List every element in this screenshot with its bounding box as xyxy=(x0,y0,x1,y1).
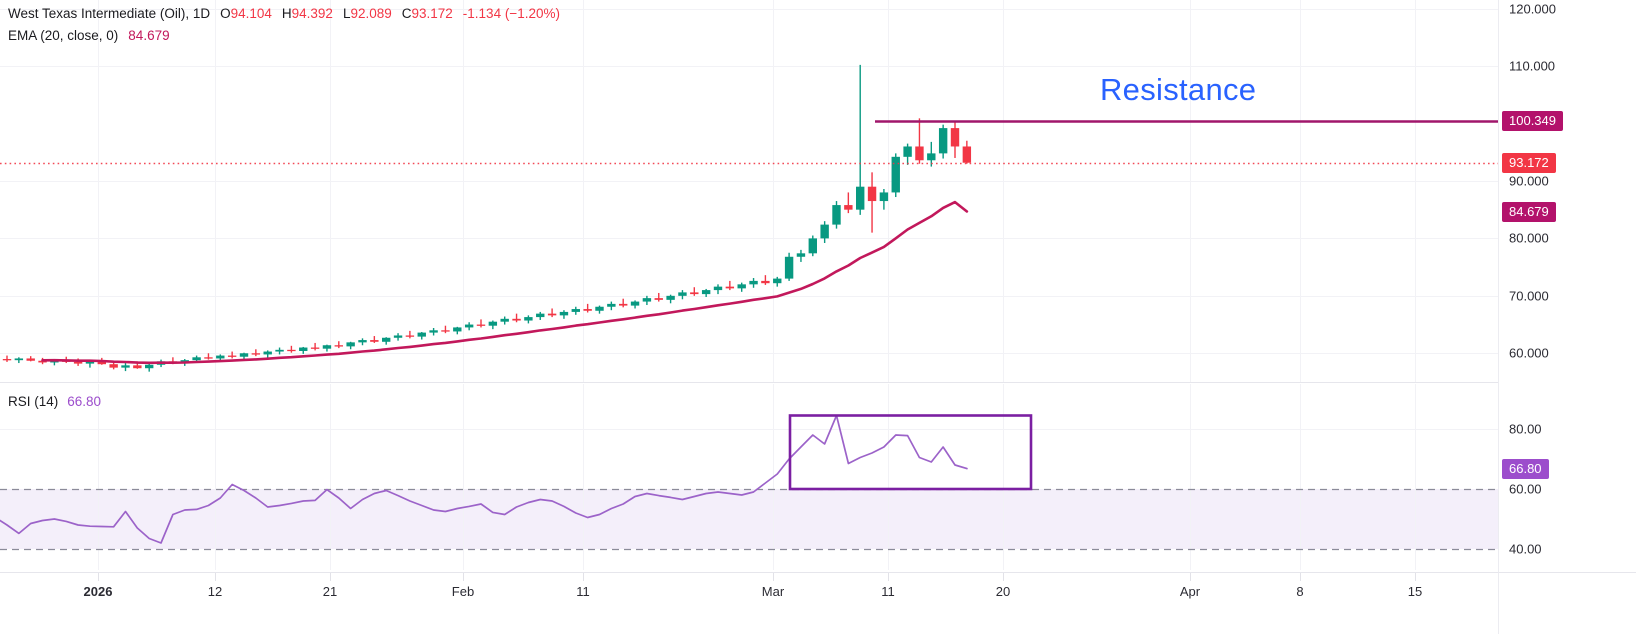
time-tick-label: 2026 xyxy=(83,584,113,599)
ema-value: 84.679 xyxy=(128,27,170,43)
time-tick-label: Apr xyxy=(1179,584,1201,599)
time-tick-label: Feb xyxy=(451,584,475,599)
rsi-legend[interactable]: RSI (14) 66.80 xyxy=(8,394,101,409)
rsi-value: 66.80 xyxy=(67,394,102,409)
ema-legend-row[interactable]: EMA (20, close, 0) 84.679 xyxy=(8,27,560,43)
time-tick-label: 21 xyxy=(322,584,338,599)
symbol-title: West Texas Intermediate (Oil), 1D xyxy=(8,6,211,21)
rsi-plot[interactable] xyxy=(0,384,1498,570)
time-tick xyxy=(215,573,216,581)
rsi-tick-label: 60.00 xyxy=(1509,481,1542,497)
ohlc-low: L92.089 xyxy=(342,6,392,21)
time-tick xyxy=(1300,573,1301,581)
time-tick-label: 11 xyxy=(881,584,895,599)
time-tick xyxy=(98,573,99,581)
time-tick-label: 20 xyxy=(995,584,1011,599)
rsi-chart-pane[interactable]: RSI (14) 66.80 xyxy=(0,384,1498,570)
ohlc-high: H94.392 xyxy=(281,6,333,21)
rsi-label: RSI (14) xyxy=(8,394,59,409)
price-tick-label: 80.000 xyxy=(1509,230,1549,246)
rsi-badge[interactable]: 66.80 xyxy=(1502,458,1549,479)
price-chart-pane[interactable]: West Texas Intermediate (Oil), 1D O94.104… xyxy=(0,0,1498,382)
rsi-tick-label: 40.00 xyxy=(1509,541,1542,557)
price-tick-label: 120.000 xyxy=(1509,1,1556,17)
time-tick xyxy=(773,573,774,581)
ohlc-close: C93.172 xyxy=(401,6,453,21)
symbol-legend-row[interactable]: West Texas Intermediate (Oil), 1D O94.104… xyxy=(8,7,560,21)
time-tick xyxy=(1415,573,1416,581)
price-tick-label: 110.000 xyxy=(1509,58,1556,74)
price-badge-price[interactable]: 93.172 xyxy=(1502,152,1556,173)
time-tick-label: 12 xyxy=(207,584,223,599)
price-tick-label: 70.000 xyxy=(1509,288,1549,304)
time-tick-label: 8 xyxy=(1296,584,1304,599)
rsi-tick-label: 80.00 xyxy=(1509,421,1542,437)
chart-legend: West Texas Intermediate (Oil), 1D O94.104… xyxy=(8,7,560,50)
price-badge-ema[interactable]: 84.679 xyxy=(1502,201,1556,222)
resistance-annotation-label[interactable]: Resistance xyxy=(1100,72,1257,107)
price-change: -1.134 (−1.20%) xyxy=(462,6,560,21)
time-tick xyxy=(888,573,889,581)
price-tick-label: 90.000 xyxy=(1509,173,1549,189)
time-tick-label: 15 xyxy=(1407,584,1423,599)
time-tick xyxy=(330,573,331,581)
price-scale[interactable]: 120.000 110.000 90.000 80.000 70.000 60.000 10… xyxy=(1498,0,1636,572)
price-tick-label: 60.000 xyxy=(1509,345,1549,361)
price-badge-resistance[interactable]: 100.349 xyxy=(1502,111,1563,132)
ohlc-open: O94.104 xyxy=(220,6,272,21)
time-tick-label: Mar xyxy=(761,584,785,599)
pane-divider xyxy=(0,382,1636,383)
price-plot[interactable] xyxy=(0,0,1498,382)
time-tick xyxy=(1190,573,1191,581)
time-tick xyxy=(583,573,584,581)
axis-corner xyxy=(1498,572,1636,634)
time-tick-label: 11 xyxy=(576,584,590,599)
time-tick xyxy=(1003,573,1004,581)
ema-label: EMA (20, close, 0) xyxy=(8,27,119,43)
time-tick xyxy=(463,573,464,581)
time-scale[interactable]: 2026 12 21 Feb 11 Mar 11 20 Apr 8 15 xyxy=(0,572,1498,634)
